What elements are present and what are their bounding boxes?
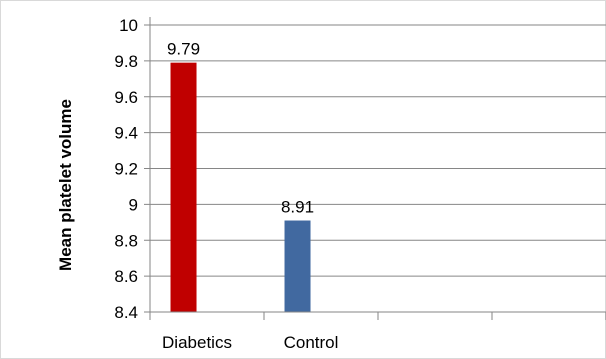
y-tick-label: 8.4	[114, 303, 138, 322]
x-tick-label: Control	[284, 333, 339, 352]
data-labels: 9.79 8.91	[167, 40, 314, 217]
bar-diabetics	[170, 62, 197, 313]
y-tick-label: 9.6	[114, 88, 138, 107]
bars	[170, 62, 311, 313]
x-tick-labels: Diabetics Control	[162, 333, 338, 352]
bar-control	[284, 220, 311, 312]
data-label-control: 8.91	[281, 198, 314, 217]
y-tick-label: 8.8	[114, 231, 138, 250]
y-tick-label: 9.4	[114, 124, 138, 143]
y-tick-labels: 8.4 8.6 8.8 9 9.2 9.4 9.6 9.8 10	[114, 16, 138, 322]
axes	[144, 17, 606, 320]
y-tick-label: 9.2	[114, 160, 138, 179]
y-tick-label: 8.6	[114, 267, 138, 286]
data-label-diabetics: 9.79	[167, 40, 200, 59]
y-tick-label: 9	[129, 195, 138, 214]
y-axis-title: Mean platelet volume	[56, 99, 75, 271]
x-tick-label: Diabetics	[162, 333, 232, 352]
y-tick-label: 9.8	[114, 52, 138, 71]
gridlines	[150, 24, 606, 277]
y-tick-label: 10	[119, 16, 138, 35]
